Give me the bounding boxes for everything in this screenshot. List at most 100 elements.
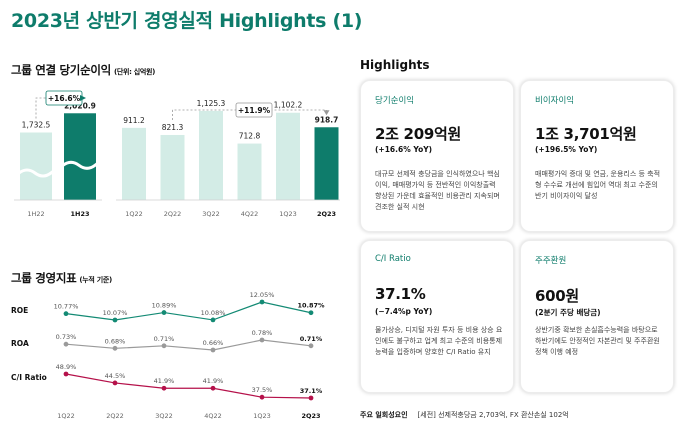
card-value: 2조 209억원	[375, 125, 461, 143]
card-title: 주주환원	[535, 256, 567, 266]
data-point	[161, 310, 167, 315]
x-tick-label: 3Q22	[155, 412, 173, 420]
growth-arrowhead	[323, 110, 330, 116]
bar-1H23	[64, 113, 96, 200]
page-title: 2023년 상반기 경영실적 Highlights (1)	[11, 10, 363, 32]
x-tick-label: 1Q22	[125, 210, 143, 218]
data-point	[161, 385, 167, 391]
data-label: 0.66%	[203, 339, 224, 347]
bar-4Q22	[237, 143, 262, 200]
x-tick-label: 3Q22	[202, 210, 220, 218]
data-point	[112, 380, 118, 386]
series-name-roe: ROE	[11, 306, 28, 315]
highlight-card-shareholder-return: 주주환원 600원 (2분기 주당 배당금) 상반기중 확보한 손실흡수능력을 …	[520, 240, 674, 393]
bar-value-label: 1,125.3	[197, 99, 226, 108]
data-label: 41.9%	[203, 377, 224, 385]
data-label: 10.08%	[201, 309, 226, 317]
bar-value-label: 1,732.5	[22, 121, 51, 130]
bar-1H22	[20, 132, 52, 200]
card-title: 당기순이익	[375, 96, 415, 106]
x-tick-label: 2Q23	[317, 210, 336, 218]
data-label: 37.1%	[300, 387, 323, 395]
footnote: 주요 일회성요인 [세전] 선제적충당금 2,703억, FX 환산손실 102억	[360, 410, 569, 420]
card-value: 600원	[535, 287, 579, 305]
data-label: 0.78%	[252, 329, 273, 337]
data-label: 0.68%	[105, 337, 126, 345]
data-point	[63, 311, 69, 317]
x-tick-label: 1H22	[27, 210, 44, 218]
data-label: 12.05%	[250, 291, 275, 299]
bar-value-label: 911.2	[123, 116, 145, 125]
series-line	[65, 373, 312, 399]
bar-2Q23	[314, 127, 339, 200]
highlight-card-non-interest-income: 비이자이익 1조 3,701억원 (+196.5% YoY) 매매평가익 증대 …	[520, 80, 674, 232]
card-sub: (2분기 주당 배당금)	[535, 308, 601, 317]
growth-badge	[235, 102, 273, 118]
highlight-card-net-income: 당기순이익 2조 209억원 (+16.6% YoY) 대규모 선제적 충당금을…	[360, 80, 514, 232]
net-income-unit: (단위: 십억원)	[113, 68, 156, 76]
x-tick-label: 4Q22	[241, 210, 259, 218]
bar-3Q22	[199, 110, 223, 200]
bar-value-label: 2,020.9	[64, 101, 96, 110]
card-sub: (−7.4%p YoY)	[375, 307, 433, 316]
data-point	[308, 395, 314, 401]
data-point	[161, 343, 167, 349]
net-income-title: 그룹 연결 당기순이익	[11, 63, 111, 77]
axis-break-mark	[18, 168, 58, 178]
card-sub: (+16.6% YoY)	[375, 145, 433, 154]
series-line	[65, 301, 312, 321]
data-label: 41.9%	[154, 377, 175, 385]
kpi-chart: ROE 10.77% 10.07% 10.89% 10.08% 12.05% 10.87% R…	[11, 291, 325, 420]
card-desc: 물가상승, 디지털 자원 투자 등 비용 상승 요인에도 불구하고 업계 최고 …	[375, 326, 503, 356]
axis-break-mark	[62, 160, 102, 170]
data-label: 10.07%	[103, 309, 128, 317]
data-label: 10.77%	[54, 303, 79, 311]
data-label: 0.73%	[56, 333, 77, 341]
growth-label: +16.6%	[48, 94, 81, 103]
card-desc: 매매평가익 증대 및 연금, 운용리스 등 축적형 수수료 개선에 힘입어 역대…	[535, 170, 661, 200]
data-point	[112, 345, 118, 351]
data-label: 48.9%	[56, 363, 77, 371]
footnote-label: 주요 일회성요인	[360, 411, 408, 419]
bar-1Q23	[276, 112, 300, 200]
data-point	[308, 343, 314, 349]
bar-value-label: 1,102.2	[274, 101, 303, 110]
card-title: C/I Ratio	[375, 254, 411, 264]
series-name-ciratio: C/I Ratio	[11, 373, 47, 382]
card-desc: 상반기중 확보한 손실흡수능력을 바탕으로 하반기에도 안정적인 자본관리 및 …	[535, 326, 660, 356]
net-income-section-title: 그룹 연결 당기순이익 (단위: 십억원)	[11, 62, 155, 78]
data-point	[210, 385, 216, 391]
data-point	[259, 394, 265, 400]
x-tick-label: 1Q22	[57, 412, 75, 420]
bar-value-label: 821.3	[162, 123, 184, 132]
bar-value-label: 918.7	[315, 115, 339, 124]
x-tick-label: 2Q22	[164, 210, 182, 218]
data-label: 0.71%	[154, 335, 175, 343]
card-value: 1조 3,701억원	[535, 125, 637, 143]
x-tick-label: 2Q23	[301, 412, 320, 420]
bar-value-label: 712.8	[239, 132, 261, 141]
data-label: 0.71%	[300, 335, 323, 343]
data-point	[308, 310, 314, 316]
x-tick-label: 1Q23	[253, 412, 271, 420]
highlight-card-ci-ratio: C/I Ratio 37.1% (−7.4%p YoY) 물가상승, 디지털 자…	[360, 240, 514, 393]
growth-arrowhead	[80, 95, 86, 101]
series-name-roa: ROA	[11, 339, 29, 348]
quarterly-net-income-chart: 911.2 1Q22 821.3 2Q22 1,125.3 3Q22 712.8 4Q22 1,…	[116, 99, 340, 218]
x-tick-label: 4Q22	[204, 412, 222, 420]
net-income-chart: 1,732.5 1H22 2,020.9 1H23 +16.6% 911.2 1Q22 82…	[14, 90, 340, 218]
card-title: 비이자이익	[535, 96, 575, 106]
kpi-unit: (누적 기준)	[79, 276, 112, 284]
highlights-title: Highlights	[360, 58, 430, 72]
card-value: 37.1%	[375, 285, 426, 303]
data-point	[259, 337, 265, 343]
kpi-title: 그룹 경영지표	[11, 271, 77, 285]
data-label: 10.89%	[152, 302, 177, 310]
x-tick-label: 1Q23	[279, 210, 297, 218]
data-point	[210, 317, 216, 323]
data-point	[63, 341, 69, 347]
data-label: 10.87%	[297, 302, 325, 310]
x-tick-label: 2Q22	[106, 412, 124, 420]
data-point	[112, 317, 118, 323]
data-point	[63, 371, 69, 377]
